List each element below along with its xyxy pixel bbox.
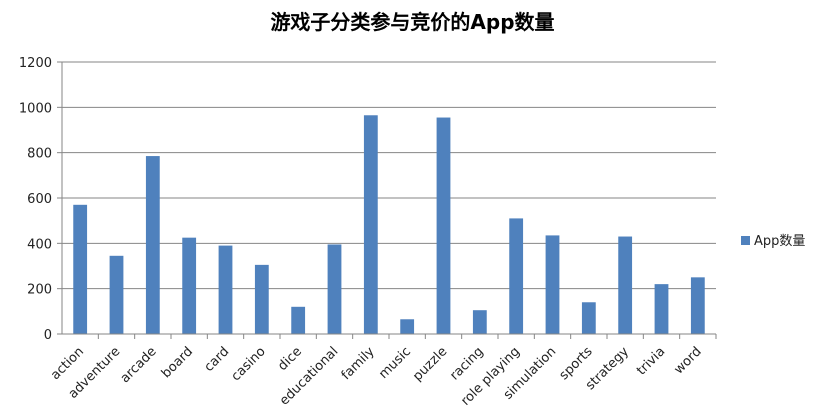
bar-racing <box>472 310 487 334</box>
bar-strategy <box>618 236 633 334</box>
y-tick-label: 0 <box>44 328 52 343</box>
bar-educational <box>327 244 342 334</box>
x-tick-label: card <box>202 344 233 375</box>
axes <box>57 61 717 339</box>
bar-casino <box>254 264 269 334</box>
y-tick-label: 600 <box>27 192 52 207</box>
bar-puzzle <box>436 117 451 335</box>
x-tick-label: family <box>339 344 378 383</box>
legend-swatch <box>741 236 750 245</box>
bar-action <box>73 204 88 334</box>
x-tick-label: arcade <box>118 344 160 386</box>
y-tick-label: 200 <box>27 283 52 298</box>
x-tick-label: board <box>159 344 196 381</box>
bar-adventure <box>109 255 124 334</box>
x-tick-label: casino <box>229 344 269 384</box>
x-tick-label: music <box>376 344 414 382</box>
bar-dice <box>291 306 306 334</box>
x-tick-label: puzzle <box>410 344 450 384</box>
gridlines <box>62 61 716 335</box>
x-tick-label: trivia <box>634 344 668 378</box>
x-tick-label: dice <box>275 344 305 374</box>
tick-labels: 020040060080010001200actionadventurearca… <box>19 56 705 409</box>
legend: App数量 <box>741 234 805 249</box>
x-tick-label: word <box>671 344 704 377</box>
bar-arcade <box>145 156 160 334</box>
bar-board <box>182 237 197 334</box>
legend-label: App数量 <box>754 234 805 249</box>
bar-sports <box>581 302 596 334</box>
y-tick-label: 800 <box>27 147 52 162</box>
bar-music <box>400 319 415 334</box>
bars <box>73 115 705 335</box>
chart-title: 游戏子分类参与竞价的App数量 <box>270 10 555 34</box>
bar-card <box>218 245 233 334</box>
bar-word <box>690 277 705 334</box>
y-tick-label: 1000 <box>19 101 52 116</box>
bar-role-playing <box>509 218 524 334</box>
bar-family <box>363 115 378 335</box>
bar-simulation <box>545 235 560 334</box>
y-tick-label: 400 <box>27 237 52 252</box>
bar-trivia <box>654 284 669 334</box>
y-tick-label: 1200 <box>19 56 52 71</box>
